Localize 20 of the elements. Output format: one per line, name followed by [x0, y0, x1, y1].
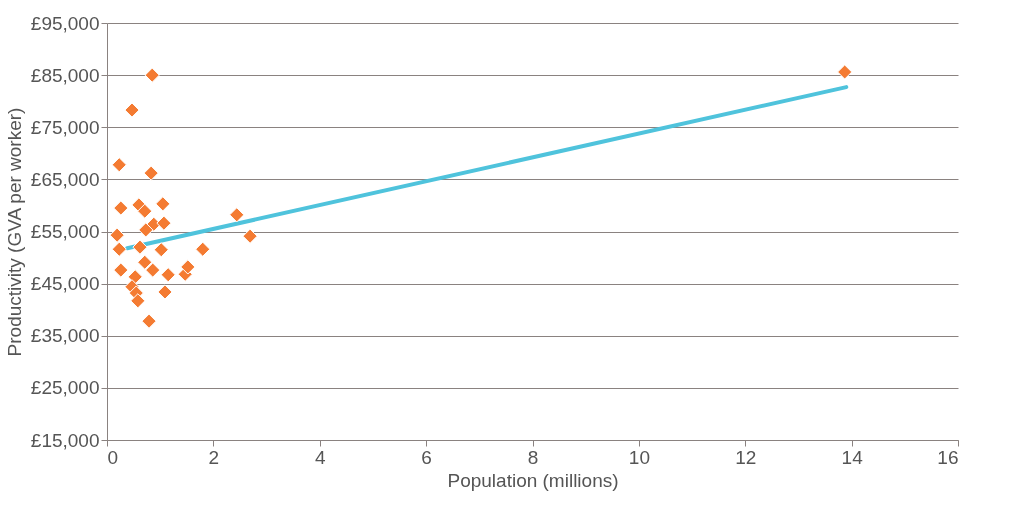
x-tick-label: 10 — [628, 446, 650, 468]
x-tick-label: 12 — [735, 446, 757, 468]
x-tick-label: 16 — [937, 446, 959, 468]
y-tick-label: £35,000 — [30, 325, 100, 347]
y-tick-label: £75,000 — [30, 116, 100, 138]
x-axis-title: Population (millions) — [447, 469, 619, 491]
y-tick-label: £95,000 — [30, 12, 100, 34]
x-tick-label: 0 — [107, 446, 119, 468]
y-tick-label: £65,000 — [30, 168, 100, 190]
x-tick-label: 8 — [527, 446, 539, 468]
y-axis-title: Productivity (GVA per worker) — [3, 107, 25, 357]
y-tick-label: £15,000 — [30, 429, 100, 451]
y-tick-label: £55,000 — [30, 221, 100, 242]
x-tick-label: 14 — [841, 446, 864, 468]
y-tick-label: £45,000 — [30, 273, 100, 295]
y-tick-label: £85,000 — [30, 64, 100, 86]
x-tick-label: 6 — [421, 446, 432, 468]
x-tick-label: 2 — [208, 446, 220, 468]
x-tick-label: 4 — [314, 446, 326, 468]
y-tick-label: £25,000 — [30, 377, 100, 399]
